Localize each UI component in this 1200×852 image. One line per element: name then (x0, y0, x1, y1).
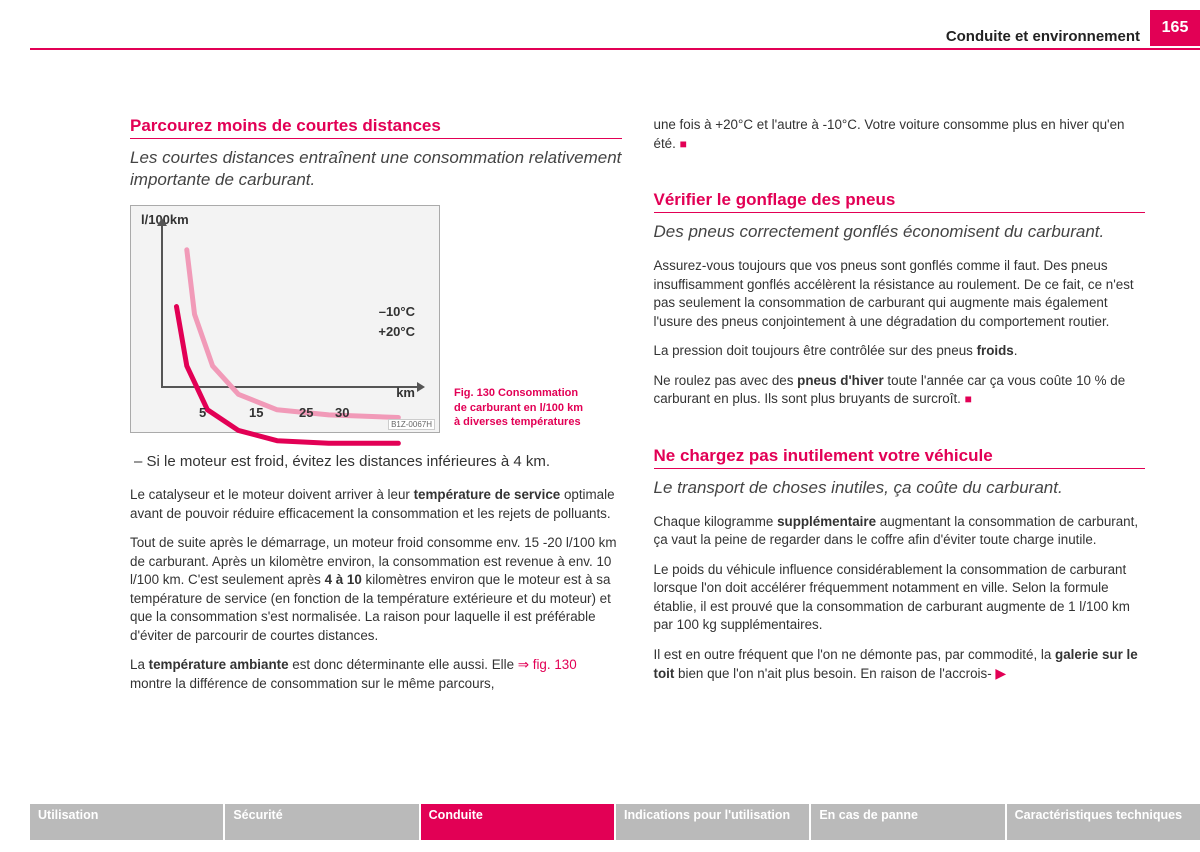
subheading-load: Le transport de choses inutiles, ça coût… (654, 477, 1146, 499)
para-cold-consumption: Tout de suite après le démarrage, un mot… (130, 534, 622, 645)
tab-panne[interactable]: En cas de panne (811, 804, 1006, 840)
para-weight-influence: Le poids du véhicule influence considéra… (654, 561, 1146, 635)
tab-caracteristiques[interactable]: Caractéristiques techniques (1007, 804, 1200, 840)
para-ambient-temp: La température ambiante est donc détermi… (130, 656, 622, 693)
xtick-1: 15 (249, 405, 263, 420)
xtick-3: 30 (335, 405, 349, 420)
subheading-short-distances: Les courtes distances entraînent une con… (130, 147, 622, 191)
figure-row: l/100km –10°C +20°C km 5 15 25 30 B1Z-00… (130, 205, 622, 433)
footer-tabs: Utilisation Sécurité Conduite Indication… (30, 804, 1200, 840)
xtick-0: 5 (199, 405, 206, 420)
chart-label-minus10: –10°C (379, 304, 415, 319)
header-rule (30, 48, 1200, 50)
right-column: une fois à +20°C et l'autre à -10°C. Vot… (654, 116, 1146, 704)
chart-xlabel: km (396, 385, 415, 400)
xtick-2: 25 (299, 405, 313, 420)
page-header: Conduite et environnement 165 (0, 0, 1200, 56)
tab-securite[interactable]: Sécurité (225, 804, 420, 840)
chart-code: B1Z-0067H (388, 419, 435, 430)
para-winter-tires: Ne roulez pas avec des pneus d'hiver tou… (654, 372, 1146, 409)
tab-utilisation[interactable]: Utilisation (30, 804, 225, 840)
left-column: Parcourez moins de courtes distances Les… (130, 116, 622, 704)
chart-label-plus20: +20°C (378, 324, 415, 339)
para-roof-rack: Il est en outre fréquent que l'on ne dém… (654, 646, 1146, 684)
tab-conduite[interactable]: Conduite (421, 804, 616, 840)
page-number: 165 (1150, 10, 1200, 46)
figure-caption-num: Fig. 130 (454, 387, 495, 399)
subheading-tire-pressure: Des pneus correctement gonflés économise… (654, 221, 1146, 243)
consumption-chart: l/100km –10°C +20°C km 5 15 25 30 B1Z-00… (130, 205, 440, 433)
heading-short-distances: Parcourez moins de courtes distances (130, 116, 622, 139)
figure-caption: Fig. 130 Consommation de carburant en l/… (454, 386, 584, 433)
chart-curves (161, 224, 419, 482)
para-tire-check: Assurez-vous toujours que vos pneus sont… (654, 257, 1146, 331)
para-catalyser: Le catalyseur et le moteur doivent arriv… (130, 486, 622, 523)
chapter-title: Conduite et environnement (946, 28, 1140, 45)
heading-load: Ne chargez pas inutilement votre véhicul… (654, 446, 1146, 469)
end-mark-icon: ■ (680, 137, 687, 151)
end-mark-icon: ■ (965, 392, 972, 406)
para-cold-tires: La pression doit toujours être contrôlée… (654, 342, 1146, 361)
para-continuation: une fois à +20°C et l'autre à -10°C. Vot… (654, 116, 1146, 153)
continue-arrow-icon: ▶ (995, 665, 1006, 681)
fig-reference: ⇒ fig. 130 (518, 657, 577, 672)
para-extra-kg: Chaque kilogramme supplémentaire augment… (654, 513, 1146, 550)
content-columns: Parcourez moins de courtes distances Les… (0, 56, 1200, 704)
tab-indications[interactable]: Indications pour l'utilisation (616, 804, 811, 840)
heading-tire-pressure: Vérifier le gonflage des pneus (654, 190, 1146, 213)
